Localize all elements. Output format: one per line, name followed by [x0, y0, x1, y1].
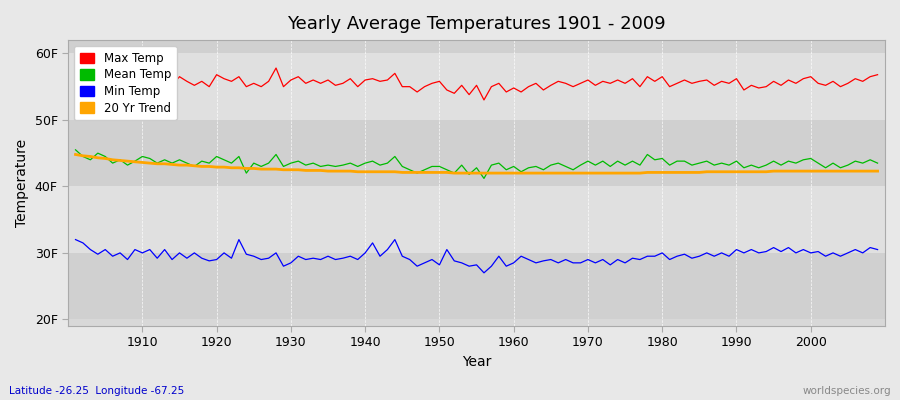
- Title: Yearly Average Temperatures 1901 - 2009: Yearly Average Temperatures 1901 - 2009: [287, 15, 666, 33]
- Text: worldspecies.org: worldspecies.org: [803, 386, 891, 396]
- Y-axis label: Temperature: Temperature: [15, 139, 29, 227]
- Bar: [68, 120, 885, 186]
- Legend: Max Temp, Mean Temp, Min Temp, 20 Yr Trend: Max Temp, Mean Temp, Min Temp, 20 Yr Tre…: [74, 46, 176, 120]
- Bar: [68, 253, 885, 319]
- Bar: [68, 186, 885, 253]
- Text: Latitude -26.25  Longitude -67.25: Latitude -26.25 Longitude -67.25: [9, 386, 184, 396]
- X-axis label: Year: Year: [462, 355, 491, 369]
- Bar: [68, 54, 885, 120]
- Bar: [68, 0, 885, 54]
